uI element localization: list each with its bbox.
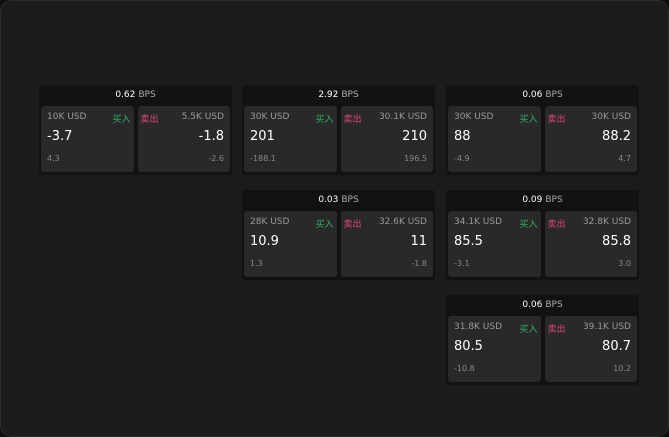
sell-tile[interactable]: 30K USD 卖出 88.2 4.7 — [544, 106, 637, 172]
spread-value: 0.03 — [318, 195, 339, 205]
spread-unit: BPS — [341, 195, 359, 205]
bid-price: 10.9 — [250, 234, 279, 249]
spread-header: 0.09 BPS — [446, 190, 639, 211]
spread-header: 0.06 BPS — [446, 85, 639, 106]
bid-price: 80.5 — [454, 339, 483, 354]
buy-label: 买入 — [519, 220, 538, 230]
bid-price: 88 — [454, 129, 471, 144]
sell-label: 卖出 — [547, 325, 566, 335]
spread-header: 0.03 BPS — [242, 190, 435, 211]
quote-card: 0.06 BPS 30K USD 买入 88 -4.9 30K USD 卖出 88… — [446, 85, 639, 175]
ask-price: 11 — [410, 234, 427, 249]
bid-change: -3.1 — [454, 259, 470, 268]
buy-tile[interactable]: 34.1K USD 买入 85.5 -3.1 — [448, 211, 541, 277]
ask-change: -2.6 — [208, 154, 224, 163]
ask-change: 3.0 — [618, 259, 631, 268]
bid-size: 31.8K USD — [454, 322, 503, 332]
sell-tile[interactable]: 30.1K USD 卖出 210 196.5 — [340, 106, 433, 172]
buy-label: 买入 — [519, 325, 538, 335]
spread-unit: BPS — [545, 90, 563, 100]
ask-change: 10.2 — [613, 364, 631, 373]
bid-size: 30K USD — [250, 112, 290, 122]
bid-size: 28K USD — [250, 217, 290, 227]
sell-label: 卖出 — [343, 115, 362, 125]
quote-card: 0.03 BPS 28K USD 买入 10.9 1.3 32.6K USD 卖出… — [242, 190, 435, 280]
bid-size: 30K USD — [454, 112, 494, 122]
quote-card: 2.92 BPS 30K USD 买入 201 -188.1 30.1K USD … — [242, 85, 435, 175]
buy-tile[interactable]: 30K USD 买入 201 -188.1 — [244, 106, 337, 172]
ask-size: 39.1K USD — [582, 322, 631, 332]
bid-change: -4.9 — [454, 154, 470, 163]
sell-label: 卖出 — [547, 115, 566, 125]
ask-change: 4.7 — [618, 154, 631, 163]
quote-card: 0.09 BPS 34.1K USD 买入 85.5 -3.1 32.8K USD… — [446, 190, 639, 280]
bid-price: -3.7 — [47, 129, 73, 144]
ask-price: -1.8 — [198, 129, 224, 144]
buy-tile[interactable]: 30K USD 买入 88 -4.9 — [448, 106, 541, 172]
quote-card: 0.06 BPS 31.8K USD 买入 80.5 -10.8 39.1K US… — [446, 295, 639, 385]
sell-tile[interactable]: 39.1K USD 卖出 80.7 10.2 — [544, 316, 637, 382]
spread-value: 0.06 — [522, 90, 543, 100]
spread-value: 0.09 — [522, 195, 543, 205]
sell-tile[interactable]: 5.5K USD 卖出 -1.8 -2.6 — [137, 106, 230, 172]
ask-change: 196.5 — [404, 154, 427, 163]
sell-tile[interactable]: 32.6K USD 卖出 11 -1.8 — [340, 211, 433, 277]
bid-change: 4.3 — [47, 154, 60, 163]
spread-header: 2.92 BPS — [242, 85, 435, 106]
ask-price: 80.7 — [602, 339, 631, 354]
spread-unit: BPS — [138, 90, 156, 100]
ask-size: 30.1K USD — [378, 112, 427, 122]
buy-tile[interactable]: 28K USD 买入 10.9 1.3 — [244, 211, 337, 277]
ask-price: 85.8 — [602, 234, 631, 249]
bid-change: -188.1 — [250, 154, 276, 163]
buy-label: 买入 — [519, 115, 538, 125]
quote-card: 0.62 BPS 10K USD 买入 -3.7 4.3 5.5K USD 卖出 … — [39, 85, 232, 175]
spread-unit: BPS — [341, 90, 359, 100]
spread-header: 0.62 BPS — [39, 85, 232, 106]
bid-change: 1.3 — [250, 259, 263, 268]
bid-price: 85.5 — [454, 234, 483, 249]
sell-label: 卖出 — [547, 220, 566, 230]
buy-label: 买入 — [315, 220, 334, 230]
spread-unit: BPS — [545, 195, 563, 205]
spread-value: 0.06 — [522, 300, 543, 310]
ask-price: 210 — [402, 129, 427, 144]
sell-label: 卖出 — [140, 115, 159, 125]
buy-tile[interactable]: 31.8K USD 买入 80.5 -10.8 — [448, 316, 541, 382]
spread-value: 2.92 — [318, 90, 339, 100]
ask-size: 5.5K USD — [181, 112, 224, 122]
bid-change: -10.8 — [454, 364, 475, 373]
buy-label: 买入 — [315, 115, 334, 125]
ask-price: 88.2 — [602, 129, 631, 144]
buy-tile[interactable]: 10K USD 买入 -3.7 4.3 — [41, 106, 134, 172]
spread-unit: BPS — [545, 300, 563, 310]
spread-header: 0.06 BPS — [446, 295, 639, 316]
buy-label: 买入 — [112, 115, 131, 125]
bid-price: 201 — [250, 129, 275, 144]
ask-size: 30K USD — [591, 112, 631, 122]
bid-size: 10K USD — [47, 112, 87, 122]
sell-tile[interactable]: 32.8K USD 卖出 85.8 3.0 — [544, 211, 637, 277]
spread-value: 0.62 — [115, 90, 136, 100]
ask-size: 32.8K USD — [582, 217, 631, 227]
ask-size: 32.6K USD — [378, 217, 427, 227]
bid-size: 34.1K USD — [454, 217, 503, 227]
ask-change: -1.8 — [411, 259, 427, 268]
sell-label: 卖出 — [343, 220, 362, 230]
